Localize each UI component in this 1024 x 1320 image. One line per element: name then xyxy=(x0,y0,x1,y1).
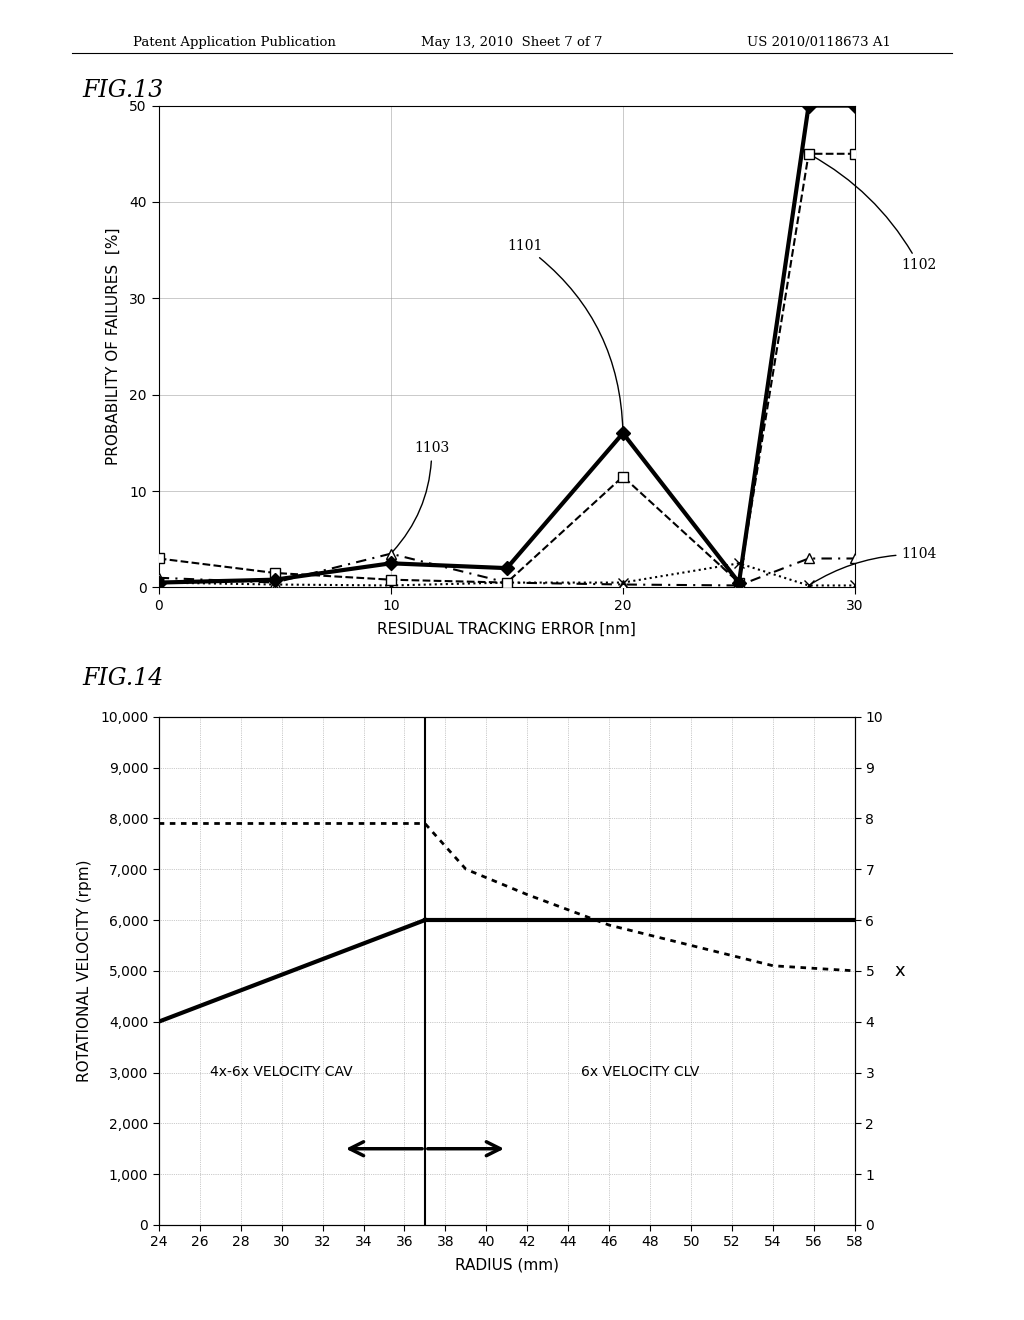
Text: US 2010/0118673 A1: US 2010/0118673 A1 xyxy=(746,36,891,49)
Text: Patent Application Publication: Patent Application Publication xyxy=(133,36,336,49)
Text: 1102: 1102 xyxy=(811,156,937,272)
Text: FIG.13: FIG.13 xyxy=(82,79,163,102)
X-axis label: RADIUS (mm): RADIUS (mm) xyxy=(455,1258,559,1272)
Y-axis label: x: x xyxy=(894,962,905,979)
Text: 6x VELOCITY CLV: 6x VELOCITY CLV xyxy=(581,1065,699,1080)
Text: May 13, 2010  Sheet 7 of 7: May 13, 2010 Sheet 7 of 7 xyxy=(421,36,603,49)
Y-axis label: ROTATIONAL VELOCITY (rpm): ROTATIONAL VELOCITY (rpm) xyxy=(77,859,92,1082)
Text: 1104: 1104 xyxy=(811,548,937,583)
X-axis label: RESIDUAL TRACKING ERROR [nm]: RESIDUAL TRACKING ERROR [nm] xyxy=(378,622,636,636)
Text: 4x-6x VELOCITY CAV: 4x-6x VELOCITY CAV xyxy=(210,1065,353,1080)
Text: 1103: 1103 xyxy=(393,441,450,552)
Text: FIG.14: FIG.14 xyxy=(82,667,163,689)
Y-axis label: PROBABILITY OF FAILURES  [%]: PROBABILITY OF FAILURES [%] xyxy=(105,228,121,465)
Text: 1101: 1101 xyxy=(507,239,623,430)
